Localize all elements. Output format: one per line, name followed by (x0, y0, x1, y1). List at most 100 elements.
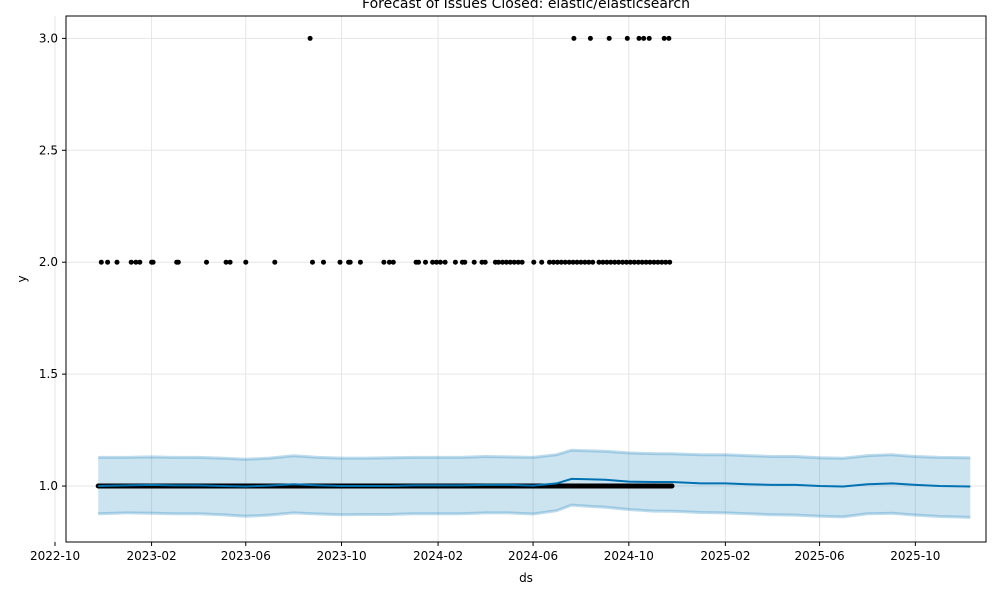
observed-point (114, 259, 120, 265)
observed-point (471, 259, 477, 265)
observed-point (571, 35, 577, 41)
observed-point (659, 259, 665, 265)
observed-point (137, 259, 143, 265)
observed-point (503, 259, 509, 265)
observed-point (531, 259, 537, 265)
observed-point (636, 35, 642, 41)
observed-point (500, 259, 505, 265)
observed-point (386, 259, 392, 265)
observed-point (357, 259, 363, 265)
observed-point (558, 259, 564, 265)
observed-point (175, 259, 181, 265)
x-tick-label: 2024-02 (413, 549, 463, 563)
observed-point (587, 35, 593, 41)
observed-point (507, 259, 513, 265)
observed-point (578, 259, 584, 265)
y-tick-label: 1.0 (39, 479, 58, 493)
observed-point (574, 259, 580, 265)
observed-point (442, 259, 448, 265)
observed-point (204, 259, 209, 265)
observed-point (482, 259, 488, 265)
observed-point (337, 259, 343, 265)
observed-point (437, 259, 443, 265)
observed-point (647, 259, 653, 265)
observed-point (667, 259, 673, 265)
observed-point (655, 259, 661, 265)
observed-point (98, 259, 104, 265)
observed-point (223, 259, 229, 265)
observed-point (616, 259, 622, 265)
observed-point (641, 35, 647, 41)
observed-point (551, 259, 556, 265)
x-tick-label: 2023-10 (316, 549, 366, 563)
observed-point (133, 259, 139, 265)
observed-point (381, 259, 387, 265)
x-axis-label: ds (519, 571, 533, 585)
x-tick-label: 2025-06 (795, 549, 845, 563)
observed-point (608, 259, 614, 265)
observed-point (612, 259, 618, 265)
observed-point (539, 259, 545, 265)
observed-point (150, 259, 156, 265)
observed-point (515, 259, 521, 265)
forecast-line (98, 477, 971, 488)
y-tick-label: 2.0 (39, 255, 58, 269)
observed-point (310, 259, 315, 265)
observed-point (307, 35, 313, 41)
observed-point (651, 259, 657, 265)
observed-point (635, 259, 641, 265)
observed-point (643, 259, 649, 265)
observed-point (227, 259, 233, 265)
observed-point (416, 259, 421, 265)
observed-point (390, 259, 396, 265)
x-axis-ticks: 2022-10 2023-02 2023-06 2023-10 2024-02 2024-… (30, 542, 940, 563)
observed-point (570, 259, 576, 265)
observed-point (620, 259, 626, 265)
x-tick-label: 2025-10 (890, 549, 940, 563)
plot-frame (65, 15, 987, 543)
observed-point (105, 259, 111, 265)
observed-point (347, 259, 353, 265)
observed-point (496, 259, 501, 265)
x-tick-label: 2023-02 (126, 549, 176, 563)
y-axis-label: y (15, 275, 29, 282)
y-tick-label: 2.5 (39, 143, 58, 157)
observed-point (128, 259, 134, 265)
observed-point (582, 259, 588, 265)
observed-point (627, 259, 633, 265)
x-tick-label: 2022-10 (30, 549, 80, 563)
forecast-line-group (98, 477, 971, 488)
observed-point (566, 259, 572, 265)
observed-point (661, 35, 667, 41)
observed-point (624, 35, 630, 41)
observed-point (646, 35, 652, 41)
observed-point (600, 259, 606, 265)
observed-point (554, 259, 560, 265)
y-tick-label: 1.5 (39, 367, 58, 381)
observed-point (562, 259, 568, 265)
observed-point (666, 35, 672, 41)
observed-point (604, 259, 610, 265)
observed-point (519, 259, 525, 265)
observed-point (606, 35, 612, 41)
observed-point (462, 259, 468, 265)
observed-point (669, 483, 675, 489)
x-tick-label: 2025-02 (700, 549, 750, 563)
observed-point (596, 259, 602, 265)
observed-point (243, 259, 249, 265)
x-tick-label: 2024-06 (508, 549, 558, 563)
observed-point (434, 259, 439, 265)
observed-point (639, 259, 645, 265)
chart-title: Forecast of Issues Closed: elastic/elast… (362, 0, 690, 12)
observed-point (511, 259, 517, 265)
observed-point (430, 259, 436, 265)
observed-point (547, 259, 552, 265)
observed-point (423, 259, 428, 265)
y-axis-ticks: 1.0 1.5 2.0 2.5 3.0 (39, 31, 66, 493)
x-tick-label: 2024-10 (604, 549, 654, 563)
interval-lower-edge (98, 503, 971, 519)
observed-point (586, 259, 592, 265)
observed-point (631, 259, 637, 265)
observed-point (272, 259, 278, 265)
